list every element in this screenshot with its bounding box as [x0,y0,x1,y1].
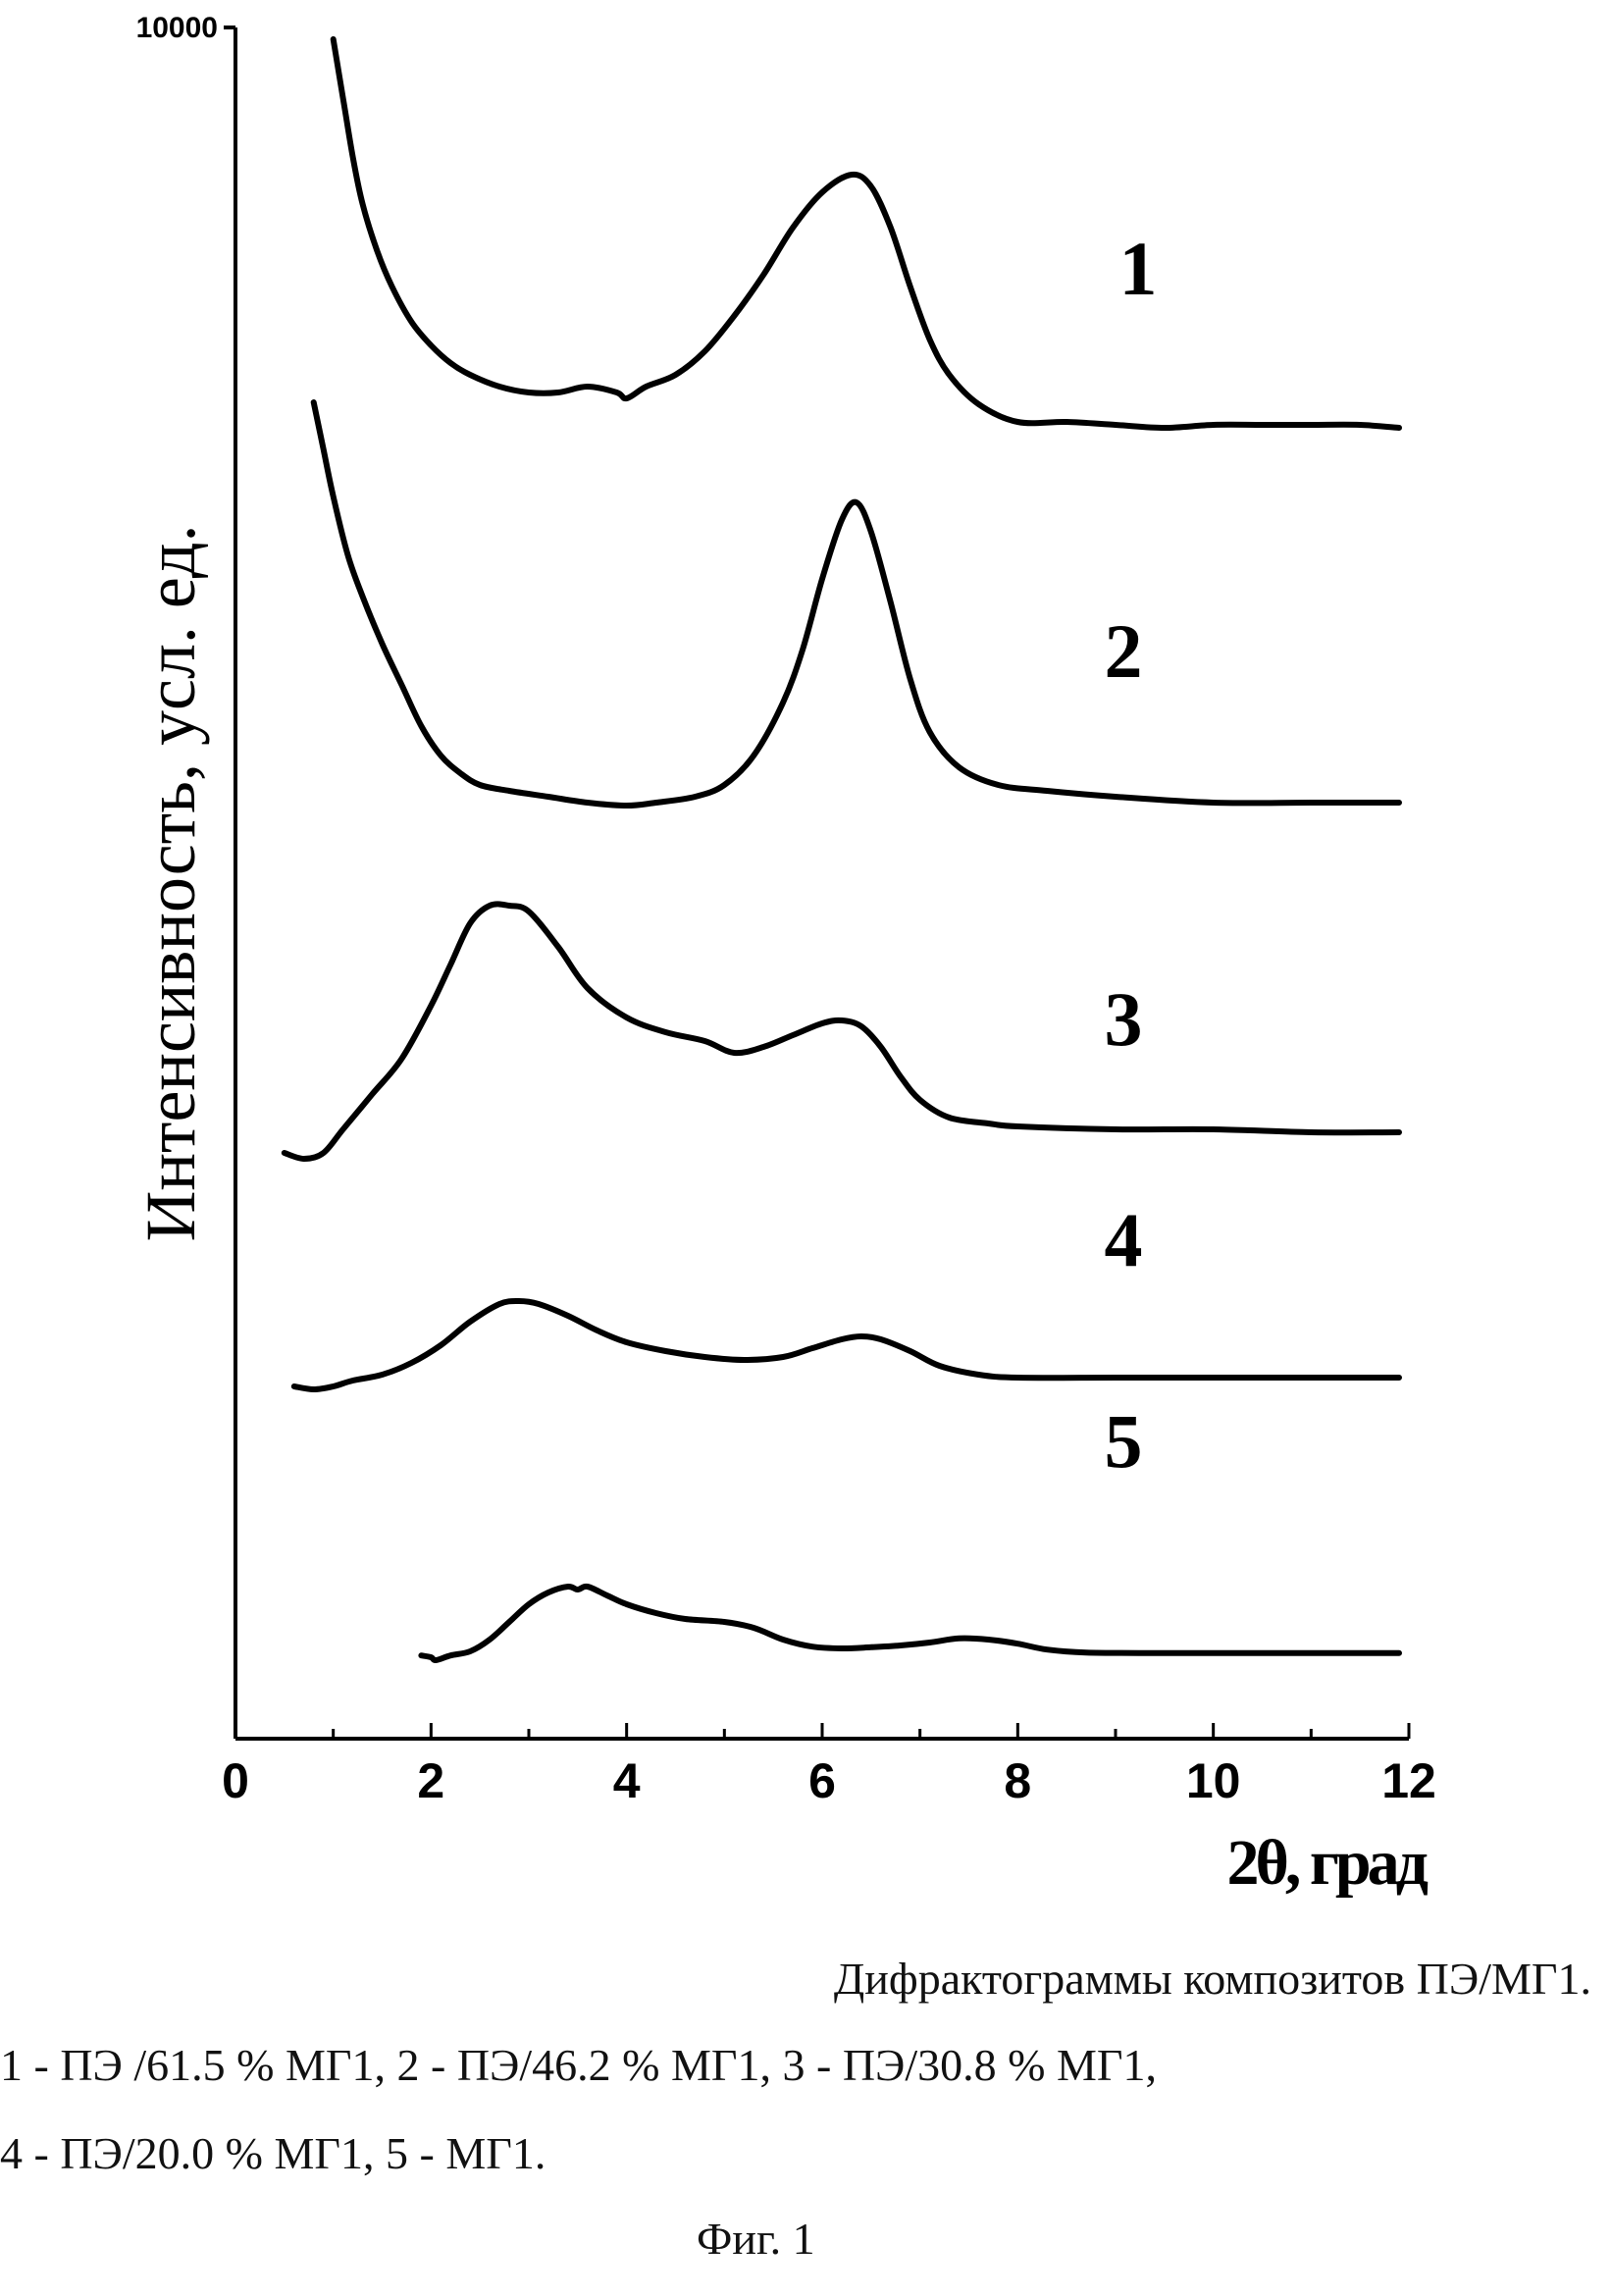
caption-legend-line-1: 1 - ПЭ /61.5 % МГ1, 2 - ПЭ/46.2 % МГ1, 3… [0,2039,1611,2091]
chart-curves [285,39,1399,1660]
x-tick-label: 10 [1186,1753,1241,1808]
x-tick-label: 0 [222,1753,249,1808]
x-axis-ticks: 0 2 4 6 8 10 12 [222,1723,1436,1808]
x-tick-label: 4 [613,1753,641,1808]
series-label-2: 2 [1105,608,1143,694]
y-tick-label: 10000 [136,12,218,44]
series-line-3 [285,904,1399,1159]
x-tick-label: 8 [1004,1753,1031,1808]
series-line-5 [421,1587,1399,1660]
x-axis-label: 2θ, град [1226,1827,1428,1899]
x-tick-label: 2 [417,1753,444,1808]
caption-title: Дифрактограммы композитов ПЭ/МГ1. [0,1953,1611,2005]
series-line-1 [334,39,1399,428]
series-label-4: 4 [1105,1197,1143,1282]
series-label-3: 3 [1105,976,1143,1062]
series-line-2 [314,402,1399,806]
x-tick-label: 12 [1381,1753,1436,1808]
x-tick-label: 6 [808,1753,836,1808]
series-label-5: 5 [1105,1398,1143,1484]
y-axis-label: Интенсивность, усл. ед. [131,524,210,1241]
chart-axes: 10000 [136,12,1409,1739]
caption-legend-line-2: 4 - ПЭ/20.0 % МГ1, 5 - МГ1. [0,2127,1611,2179]
series-line-4 [294,1301,1399,1389]
figure-label: Фиг. 1 [697,2213,1611,2265]
series-label-1: 1 [1119,226,1158,311]
